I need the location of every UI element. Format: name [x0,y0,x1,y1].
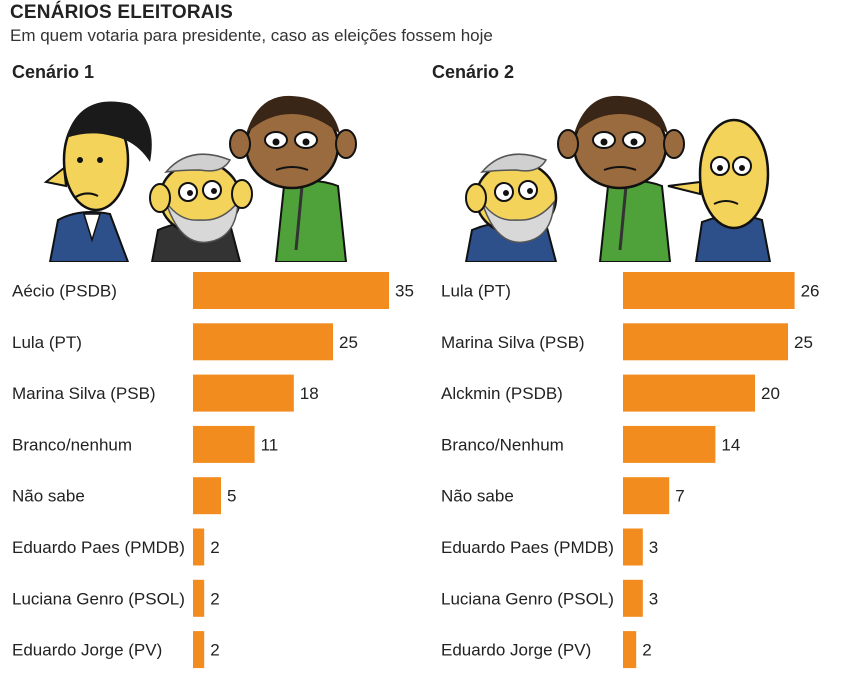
bar [193,323,333,361]
bar [193,272,389,309]
data-label: 20 [761,384,780,403]
data-label: 7 [675,487,684,506]
bar [623,579,643,617]
category-label: Branco/Nenhum [441,435,564,454]
category-label: Marina Silva (PSB) [12,384,156,403]
category-label: Marina Silva (PSB) [441,333,585,352]
bar [193,477,221,515]
data-label: 2 [210,641,219,660]
category-label: Luciana Genro (PSOL) [441,589,614,608]
category-label: Branco/nenhum [12,435,132,454]
bar [623,528,643,566]
cartoon-candidates-cenario-2-icon [464,95,772,262]
data-label: 14 [721,435,740,454]
chart-subtitle: Em quem votaria para presidente, caso as… [10,26,493,45]
category-label: Eduardo Jorge (PV) [12,641,162,660]
bar [193,374,294,412]
data-label: 2 [210,538,219,557]
category-label: Lula (PT) [12,333,82,352]
bar [623,425,716,463]
category-label: Não sabe [12,487,85,506]
chart-title: CENÁRIOS ELEITORAIS [10,2,234,23]
data-label: 25 [339,333,358,352]
data-label: 3 [649,589,658,608]
bar [623,477,670,515]
cartoon-candidates-cenario-1-icon [43,95,357,262]
category-label: Luciana Genro (PSOL) [12,589,185,608]
category-label: Eduardo Jorge (PV) [441,641,591,660]
data-label: 26 [801,282,820,301]
bar [193,631,205,669]
data-label: 18 [300,384,319,403]
bar [623,272,795,309]
data-label: 11 [261,435,279,454]
category-label: Não sabe [441,487,514,506]
category-label: Lula (PT) [441,282,511,301]
data-label: 35 [395,282,414,301]
scenario-2-title: Cenário 2 [432,62,515,82]
category-label: Eduardo Paes (PMDB) [12,538,185,557]
data-label: 2 [642,641,651,660]
bar [623,323,788,361]
bar [193,579,205,617]
data-label: 25 [794,333,813,352]
category-label: Aécio (PSDB) [12,282,117,301]
data-label: 3 [649,538,658,557]
scenario-1-title: Cenário 1 [12,62,95,82]
bar [623,374,755,412]
data-label: 5 [227,487,236,506]
bar [193,425,255,463]
category-label: Alckmin (PSDB) [441,384,563,403]
bar [193,528,205,566]
category-label: Eduardo Paes (PMDB) [441,538,614,557]
bar [623,631,637,669]
data-label: 2 [210,589,219,608]
